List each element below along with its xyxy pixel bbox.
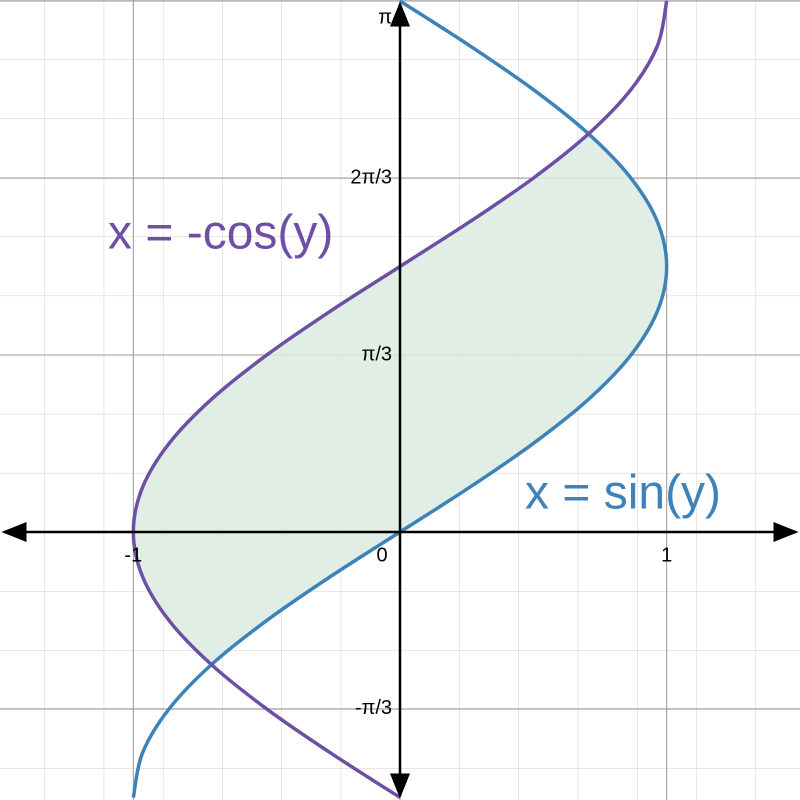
labels: -1 0 1 -π/3 π/3 2π/3 π x = sin(y) x = -cos(y) [108, 6, 721, 719]
y-tick-label: 2π/3 [350, 166, 392, 188]
x-tick-label: 0 [376, 544, 387, 566]
curve-label: x = sin(y) [525, 467, 721, 520]
x-tick-label: 1 [661, 544, 672, 566]
x-tick-label: -1 [124, 544, 142, 566]
curve [131, 0, 669, 799]
y-tick-label: π/3 [362, 343, 392, 365]
y-tick-label: π [378, 6, 392, 28]
curve-label: x = -cos(y) [108, 207, 333, 260]
curve [131, 0, 669, 798]
y-tick-label: -π/3 [355, 697, 392, 719]
